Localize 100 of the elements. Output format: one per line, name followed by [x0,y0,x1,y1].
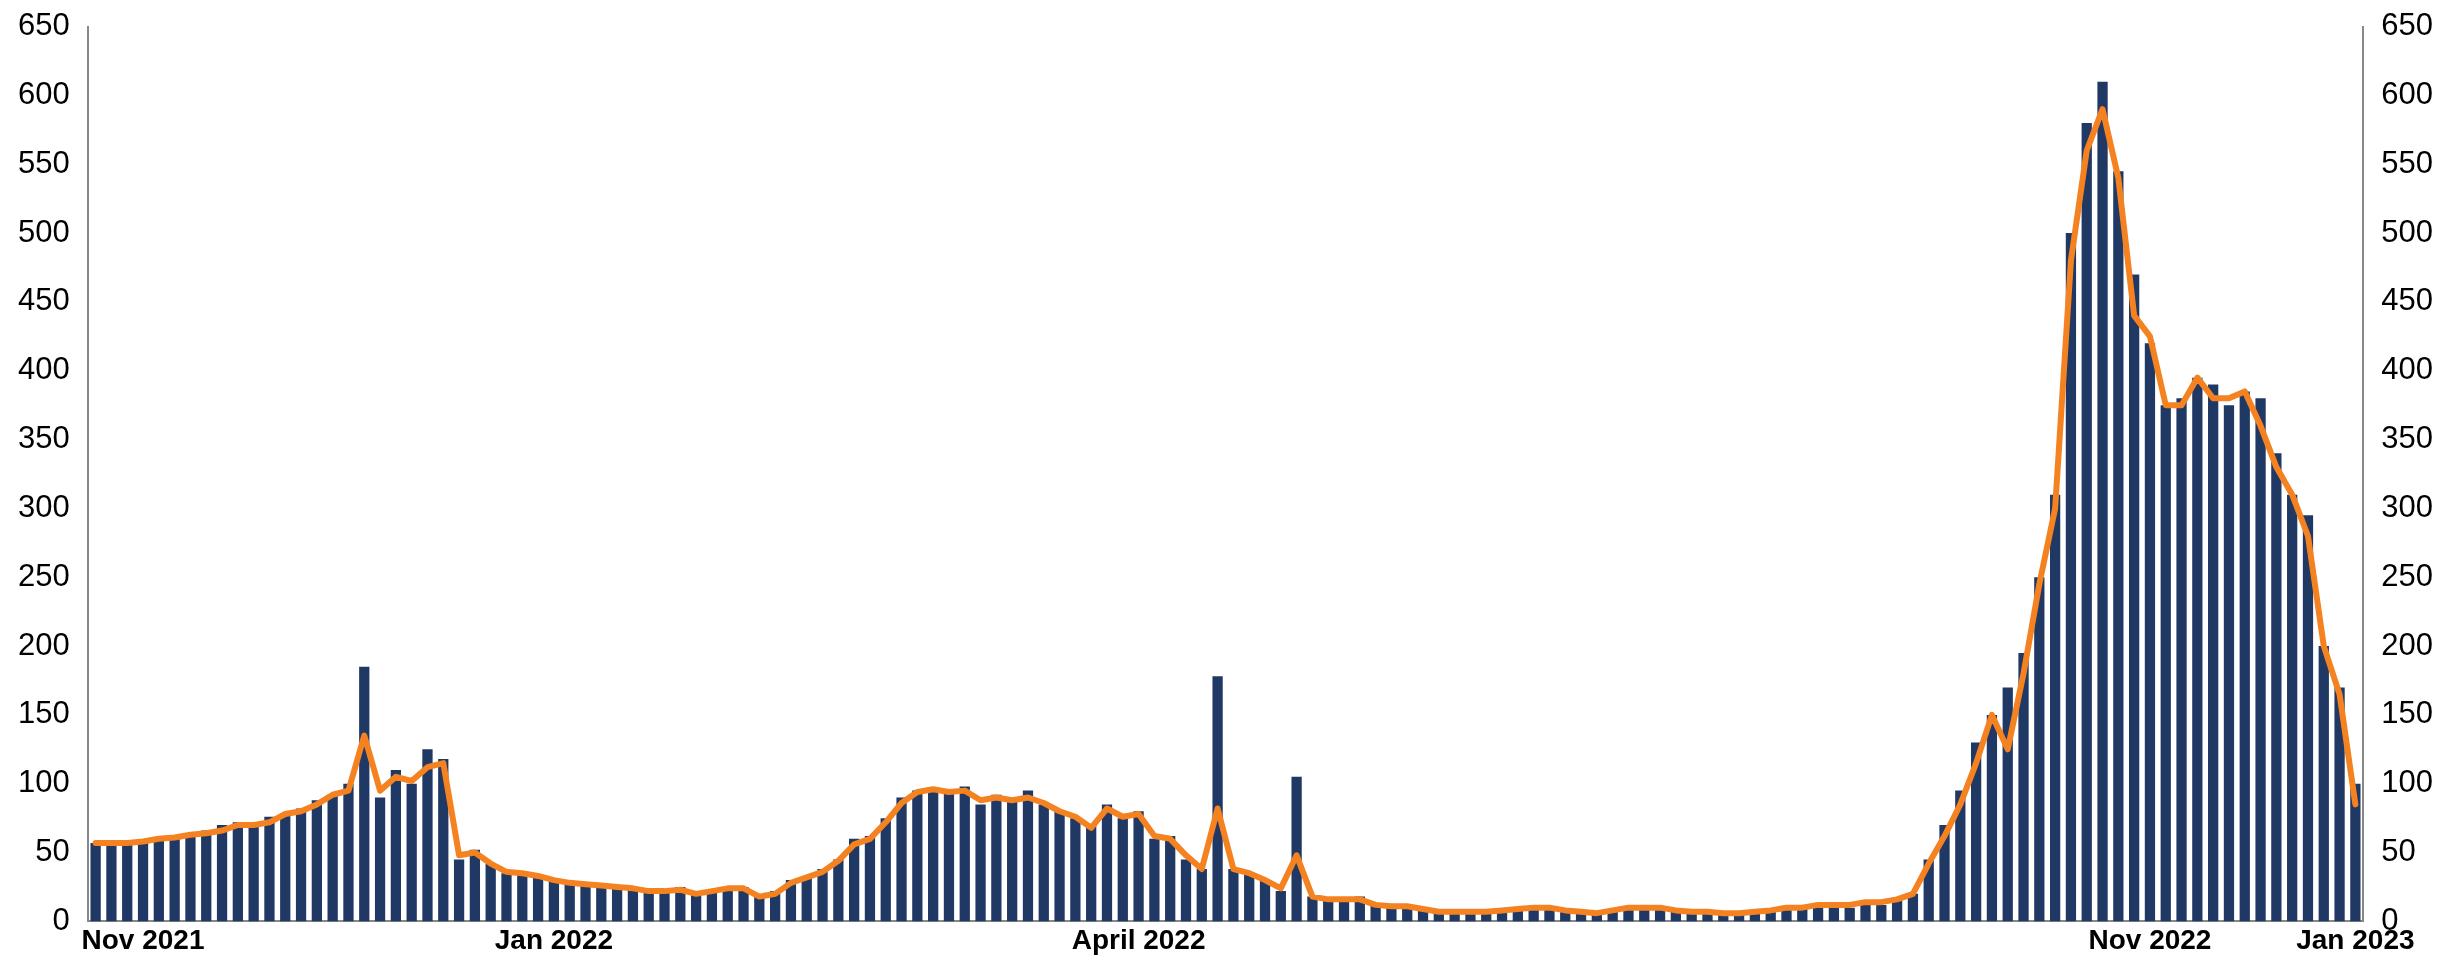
y2-tick-label: 400 [2381,351,2434,387]
bar [280,814,291,922]
bar [596,886,607,922]
bar [1228,869,1239,922]
bar [959,786,970,922]
bar [2018,652,2029,922]
bar [2049,494,2061,922]
y-tick-label: 400 [17,351,70,387]
bar [1133,811,1144,922]
bar [1007,800,1018,922]
bar [1323,900,1334,922]
bar [311,800,322,922]
bar [2208,384,2219,922]
bar [580,884,591,922]
bar [2034,577,2045,922]
bar [611,888,623,922]
bar [2271,453,2282,922]
bar [248,825,259,922]
bar [90,842,101,922]
bar [1244,873,1255,922]
bar [1180,859,1192,922]
y2-tick-label: 600 [2381,75,2434,111]
x-tick-label: April 2022 [1071,923,1206,955]
bar [501,873,512,922]
bar [374,797,386,922]
bar [1149,838,1160,922]
bar [896,797,907,922]
y-tick-label: 550 [17,144,70,180]
y2-tick-label: 200 [2381,626,2434,662]
y-tick-label: 300 [17,488,70,524]
y2-tick-label: 300 [2381,488,2434,524]
bar [1386,907,1397,922]
bar [1101,804,1113,922]
bar [532,877,544,922]
y-tick-label: 50 [35,833,70,869]
x-tick-label: Jan 2022 [494,923,614,955]
bar [1038,804,1049,922]
bar [2081,122,2092,922]
bar [390,769,402,922]
bar [2144,343,2156,922]
bar [659,891,670,922]
bar [2129,274,2140,922]
bar [1212,676,1223,922]
bar [1275,891,1286,922]
bar [1196,869,1207,922]
bar [2192,377,2203,922]
bar [2160,405,2171,922]
bar [2255,398,2266,922]
y2-tick-label: 650 [2381,7,2434,43]
y-tick-label: 250 [17,557,70,593]
bar [864,836,876,922]
y2-tick-label: 250 [2381,557,2434,593]
y-tick-label: 100 [17,764,70,800]
bar [2318,646,2329,922]
bar [264,816,275,922]
y-tick-label: 600 [17,75,70,111]
bar [2113,171,2124,922]
bar [2239,391,2250,922]
bar [517,873,528,922]
y2-tick-label: 350 [2381,420,2434,456]
x-tick-label: Nov 2021 [81,923,205,955]
bar [485,863,496,922]
bar [359,666,370,922]
bar [232,822,243,922]
bar [422,749,433,922]
bar [1291,776,1302,922]
x-tick-label: Nov 2022 [2088,923,2212,955]
bar [1117,818,1128,922]
bar [216,825,228,922]
y-tick-label: 200 [17,626,70,662]
bar [2223,405,2235,922]
bar [880,818,891,922]
y2-tick-label: 550 [2381,144,2434,180]
bar [912,790,923,922]
bar [1307,896,1318,922]
bar [2350,783,2361,922]
y2-tick-label: 50 [2381,833,2416,869]
y-tick-label: 500 [17,213,70,249]
bar [2097,81,2108,922]
bar [975,804,986,922]
bar [453,859,465,922]
bar [153,838,164,922]
y2-tick-label: 450 [2381,282,2434,318]
bar [1986,714,1998,922]
bar [1338,900,1350,922]
bar [1876,904,1887,922]
y2-tick-label: 500 [2381,213,2434,249]
bar [343,783,354,922]
y-tick-label: 350 [17,420,70,456]
y-tick-label: 450 [17,282,70,318]
bar [406,783,417,922]
bar [2287,494,2298,922]
bar [1844,907,1855,922]
bar [2176,398,2187,922]
bar [1086,825,1097,922]
bar [1054,811,1065,922]
bar [1070,818,1081,922]
bar [327,794,338,922]
bar [2302,515,2314,922]
bar [1022,790,1034,922]
